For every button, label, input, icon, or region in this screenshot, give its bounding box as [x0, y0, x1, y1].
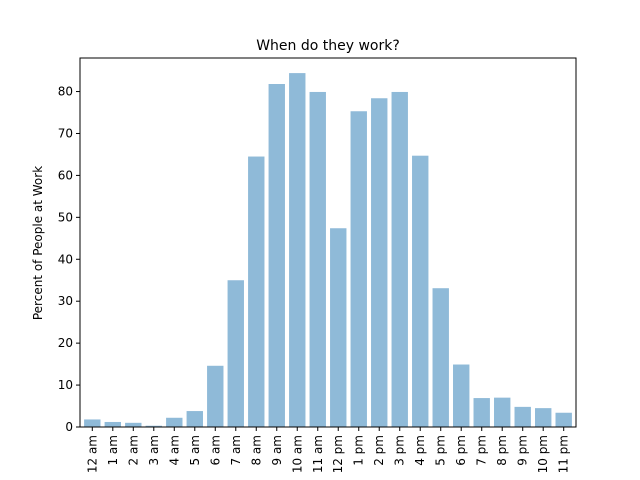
bar-4-pm	[412, 155, 429, 427]
axes-layer: 0 10 20 30 40 50 60 70 80 12 am 1 am 2 am 3 am 4 am 5 …	[58, 57, 577, 473]
bars-layer	[84, 73, 572, 428]
y-tick-label-80: 80	[58, 85, 73, 99]
x-tick-label-8-pm: 8 pm	[495, 435, 509, 466]
y-tick-label-0: 0	[65, 420, 73, 434]
bar-9-am	[268, 84, 285, 427]
x-tick-label-12-pm: 12 pm	[331, 435, 345, 473]
bar-2-pm	[371, 98, 388, 427]
bar-4-am	[166, 417, 183, 427]
x-tick-label-7-am: 7 am	[229, 435, 243, 466]
x-tick-label-9-am: 9 am	[270, 435, 284, 466]
bar-8-am	[248, 156, 265, 428]
x-tick-label-5-pm: 5 pm	[434, 435, 448, 466]
bar-3-am	[145, 425, 162, 427]
y-tick-label-10: 10	[58, 378, 73, 392]
bar-2-am	[125, 422, 142, 427]
bar-10-am	[289, 73, 306, 427]
bar-6-am	[207, 365, 224, 427]
bar-7-am	[227, 280, 244, 427]
x-tick-label-3-pm: 3 pm	[393, 435, 407, 466]
y-tick-label-30: 30	[58, 294, 73, 308]
bar-6-pm	[453, 364, 470, 427]
x-tick-label-8-am: 8 am	[249, 435, 263, 466]
y-tick-label-50: 50	[58, 210, 73, 224]
bar-11-am	[309, 91, 326, 428]
x-tick-label-1-am: 1 am	[106, 435, 120, 466]
y-tick-label-70: 70	[58, 126, 73, 140]
bar-5-am	[186, 411, 203, 427]
bar-12-pm	[330, 228, 347, 427]
x-tick-label-9-pm: 9 pm	[516, 435, 530, 466]
x-tick-label-10-am: 10 am	[290, 435, 304, 473]
x-tick-label-10-pm: 10 pm	[536, 435, 550, 473]
bar-11-pm	[555, 412, 572, 427]
x-tick-label-1-pm: 1 pm	[352, 435, 366, 466]
x-tick-label-2-am: 2 am	[126, 435, 140, 466]
bar-8-pm	[494, 397, 511, 427]
y-tick-label-60: 60	[58, 168, 73, 182]
bar-1-pm	[350, 111, 367, 427]
y-axis-label: Percent of People at Work	[31, 166, 45, 320]
x-tick-label-4-pm: 4 pm	[413, 435, 427, 466]
x-tick-label-4-am: 4 am	[167, 435, 181, 466]
bar-7-pm	[473, 398, 490, 427]
plot-frame	[79, 57, 577, 428]
bar-10-pm	[535, 408, 552, 427]
x-tick-label-12-am: 12 am	[85, 435, 99, 473]
x-tick-label-7-pm: 7 pm	[475, 435, 489, 466]
x-tick-label-2-pm: 2 pm	[372, 435, 386, 466]
bar-1-am	[104, 421, 121, 427]
x-tick-label-3-am: 3 am	[147, 435, 161, 466]
bar-5-pm	[432, 288, 449, 427]
x-tick-label-11-am: 11 am	[311, 435, 325, 473]
bar-12-am	[84, 419, 101, 427]
x-tick-label-6-pm: 6 pm	[454, 435, 468, 466]
bar-9-pm	[514, 406, 531, 427]
chart-title: When do they work?	[256, 38, 400, 54]
bar-3-pm	[391, 91, 408, 428]
x-tick-label-11-pm: 11 pm	[557, 435, 571, 473]
y-tick-label-40: 40	[58, 252, 73, 266]
x-tick-label-5-am: 5 am	[188, 435, 202, 466]
y-tick-label-20: 20	[58, 336, 73, 350]
x-tick-label-6-am: 6 am	[208, 435, 222, 466]
